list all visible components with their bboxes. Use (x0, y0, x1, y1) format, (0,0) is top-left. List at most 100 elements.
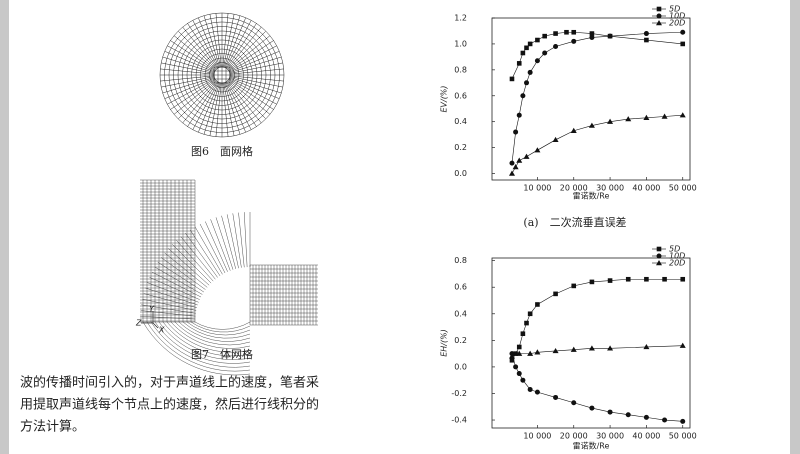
legend-label: 10D (669, 12, 685, 21)
marker (607, 345, 614, 351)
marker (589, 405, 595, 411)
mesh-bend (142, 180, 251, 376)
mesh-spoke (227, 30, 267, 70)
mesh-spoke (223, 14, 235, 68)
y-tick-label: 0.0 (454, 362, 467, 371)
x-tick-label: 10 000 (523, 432, 551, 441)
mesh-ring (149, 277, 200, 300)
y-tick-label: 0.6 (454, 283, 467, 292)
mesh-spoke (226, 26, 262, 69)
mesh-ring (151, 271, 202, 298)
mesh-ring (160, 257, 206, 290)
marker (535, 302, 540, 307)
legend-marker (656, 6, 662, 12)
marker (571, 29, 577, 35)
marker (527, 311, 533, 317)
mesh-ring (140, 310, 196, 317)
marker (571, 283, 577, 289)
y-tick-label: -0.4 (451, 416, 467, 425)
y-axis-label: EH/(%) (440, 329, 449, 357)
x-tick-label: 50 000 (669, 184, 697, 193)
y-tick-label: 1.2 (454, 14, 467, 23)
mesh-spoke (182, 26, 218, 69)
mesh-ring (210, 219, 231, 271)
marker (523, 153, 530, 159)
marker (643, 343, 650, 350)
mesh-ring (205, 221, 228, 272)
legend-label: 5D (669, 245, 680, 254)
marker (509, 76, 515, 82)
mesh-ring (141, 304, 196, 314)
legend-marker (656, 20, 662, 26)
marker (509, 357, 515, 363)
marker (527, 350, 534, 356)
y-tick-label: 0.2 (454, 143, 467, 152)
x-tick-label: 40 000 (632, 184, 660, 193)
x-axis-label: 雷诺数/Re (573, 191, 610, 201)
marker (644, 276, 649, 282)
mesh-spoke (203, 82, 220, 135)
marker (607, 278, 613, 283)
mesh-bend (162, 180, 251, 357)
mesh-spoke (167, 78, 216, 105)
x-tick-label: 40 000 (632, 432, 660, 441)
mesh-spoke (224, 82, 241, 135)
marker (534, 58, 540, 64)
mesh-spoke (215, 13, 222, 68)
legend-label: 10D (669, 252, 685, 261)
mesh-spoke (160, 68, 215, 75)
mesh-ring (199, 223, 226, 274)
marker (535, 37, 540, 43)
marker (527, 386, 533, 392)
mesh-spoke (229, 56, 282, 73)
marker (524, 45, 529, 51)
marker (513, 351, 518, 356)
marker (680, 276, 686, 282)
mesh-ring (185, 232, 218, 278)
x-tick-label: 10 000 (523, 184, 551, 193)
mesh-spoke (222, 13, 229, 68)
paragraph-line: 用提取声道线每个节点上的速度，然后进行线积分的 (20, 397, 319, 413)
marker (516, 61, 522, 66)
mesh-spoke (161, 76, 215, 88)
mesh-spoke (222, 82, 229, 137)
mesh-spoke (173, 79, 216, 115)
mesh-ring (244, 212, 248, 268)
marker (607, 33, 613, 39)
mesh-spoke (229, 51, 280, 73)
mesh-bend (170, 180, 251, 349)
marker (516, 350, 523, 356)
mesh-ring (226, 214, 239, 269)
marker (679, 342, 686, 348)
plot-frame (491, 17, 691, 181)
mesh-spoke (187, 81, 218, 127)
mesh-ring (194, 226, 223, 275)
marker (516, 112, 522, 118)
mesh-spoke (170, 79, 216, 110)
mesh-spoke (228, 79, 274, 110)
y-tick-label: 0.0 (454, 169, 467, 178)
mesh-spoke (229, 68, 284, 75)
marker (625, 116, 632, 122)
chart-caption: (a) 二次流垂直误差 (523, 215, 626, 229)
marker (589, 34, 595, 40)
mesh-spoke (161, 62, 215, 74)
x-tick-label: 20 000 (560, 432, 588, 441)
legend-marker (656, 13, 662, 19)
marker (625, 412, 631, 418)
mesh-bend (150, 180, 251, 368)
mesh-ring (145, 287, 198, 306)
mesh-spoke (228, 35, 271, 71)
mesh-ring (176, 240, 214, 282)
mesh-ring (164, 252, 208, 288)
mesh-bend (182, 180, 251, 339)
mesh-ring (140, 316, 196, 320)
x-tick-label: 50 000 (669, 432, 697, 441)
mesh-spoke (225, 20, 252, 69)
marker (588, 345, 595, 351)
legend-label: 20D (669, 259, 685, 268)
marker (542, 33, 547, 39)
y-tick-label: -0.2 (451, 389, 467, 398)
marker (553, 291, 558, 297)
mesh-ring (147, 282, 199, 303)
